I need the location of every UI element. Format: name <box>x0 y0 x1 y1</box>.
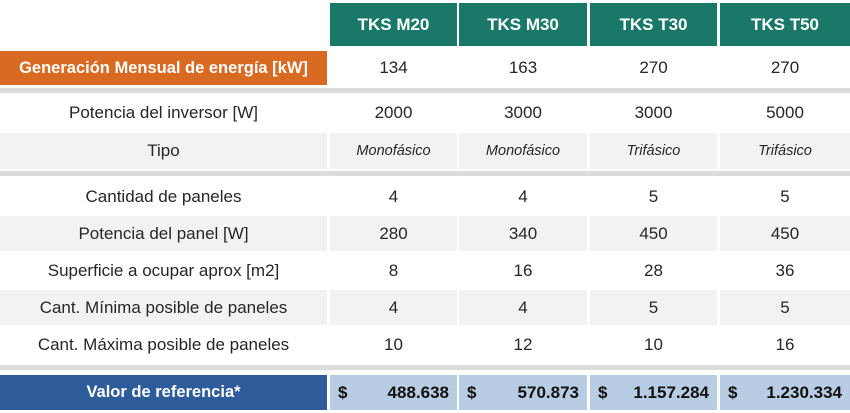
row-value: 4 <box>518 186 528 206</box>
row-value: 5 <box>720 290 850 325</box>
currency-symbol: $ <box>338 382 348 402</box>
row-value: 5 <box>780 186 790 206</box>
row-value: 4 <box>330 290 457 325</box>
row-value: 5 <box>648 186 659 206</box>
reference-amount: 1.157.284 <box>633 382 709 402</box>
row-separator <box>0 88 850 93</box>
column-header: TKS M30 <box>459 3 587 46</box>
row-label: Superficie a ocupar aprox [m2] <box>47 260 280 280</box>
row-value: Trifásico <box>720 133 850 169</box>
row-label: Cant. Mínima posible de paneles <box>0 290 327 325</box>
row-value: 280 <box>330 216 457 251</box>
row-value: Trifásico <box>590 133 717 169</box>
row-value: 16 <box>513 260 533 280</box>
row-value: 4 <box>388 186 399 206</box>
currency-symbol: $ <box>728 382 738 402</box>
reference-amount: 570.873 <box>517 382 579 402</box>
row-value: 36 <box>775 260 795 280</box>
row-value: 10 <box>384 334 403 354</box>
row-value: 10 <box>644 334 663 354</box>
reference-amount: 1.230.334 <box>766 382 842 402</box>
column-header: TKS T30 <box>590 3 717 46</box>
row-value: 4 <box>459 290 587 325</box>
reference-value: $1.157.284 <box>590 375 717 410</box>
row-separator <box>0 365 850 370</box>
column-header: TKS M20 <box>330 3 457 46</box>
generation-value: 134 <box>379 58 408 77</box>
row-value: 28 <box>644 260 663 280</box>
row-value: 450 <box>720 216 850 251</box>
generation-value: 163 <box>508 58 538 77</box>
row-value: Monofásico <box>459 133 587 169</box>
reference-amount: 488.638 <box>387 382 449 402</box>
row-label: Cant. Máxima posible de paneles <box>37 334 290 354</box>
reference-value: $1.230.334 <box>720 375 850 410</box>
generation-label: Generación Mensual de energía [kW] <box>0 51 327 85</box>
row-separator <box>0 171 850 176</box>
generation-value: 270 <box>770 58 800 77</box>
reference-label: Valor de referencia* <box>0 375 327 410</box>
row-value: 12 <box>513 334 533 354</box>
reference-value: $488.638 <box>330 375 457 410</box>
row-value: 450 <box>590 216 717 251</box>
generation-value: 270 <box>639 58 668 77</box>
row-label: Tipo <box>0 133 327 169</box>
row-value: 5000 <box>766 103 804 122</box>
reference-value: $570.873 <box>459 375 587 410</box>
row-label: Potencia del panel [W] <box>0 216 327 251</box>
row-value: 3000 <box>504 103 542 122</box>
row-value: 340 <box>459 216 587 251</box>
row-label: Cantidad de paneles <box>85 186 242 206</box>
row-value: 8 <box>388 260 399 280</box>
row-value: 16 <box>775 334 795 354</box>
row-value: 3000 <box>634 103 673 122</box>
currency-symbol: $ <box>598 382 608 402</box>
row-value: 5 <box>590 290 717 325</box>
currency-symbol: $ <box>467 382 477 402</box>
column-header: TKS T50 <box>720 3 850 46</box>
row-label: Potencia del inversor [W] <box>69 103 258 122</box>
row-value: 2000 <box>374 103 413 122</box>
row-value: Monofásico <box>330 133 457 169</box>
